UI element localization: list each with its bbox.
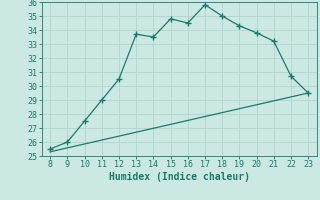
X-axis label: Humidex (Indice chaleur): Humidex (Indice chaleur): [109, 172, 250, 182]
